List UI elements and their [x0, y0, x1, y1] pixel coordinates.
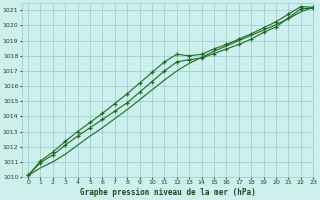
X-axis label: Graphe pression niveau de la mer (hPa): Graphe pression niveau de la mer (hPa) [80, 188, 255, 197]
